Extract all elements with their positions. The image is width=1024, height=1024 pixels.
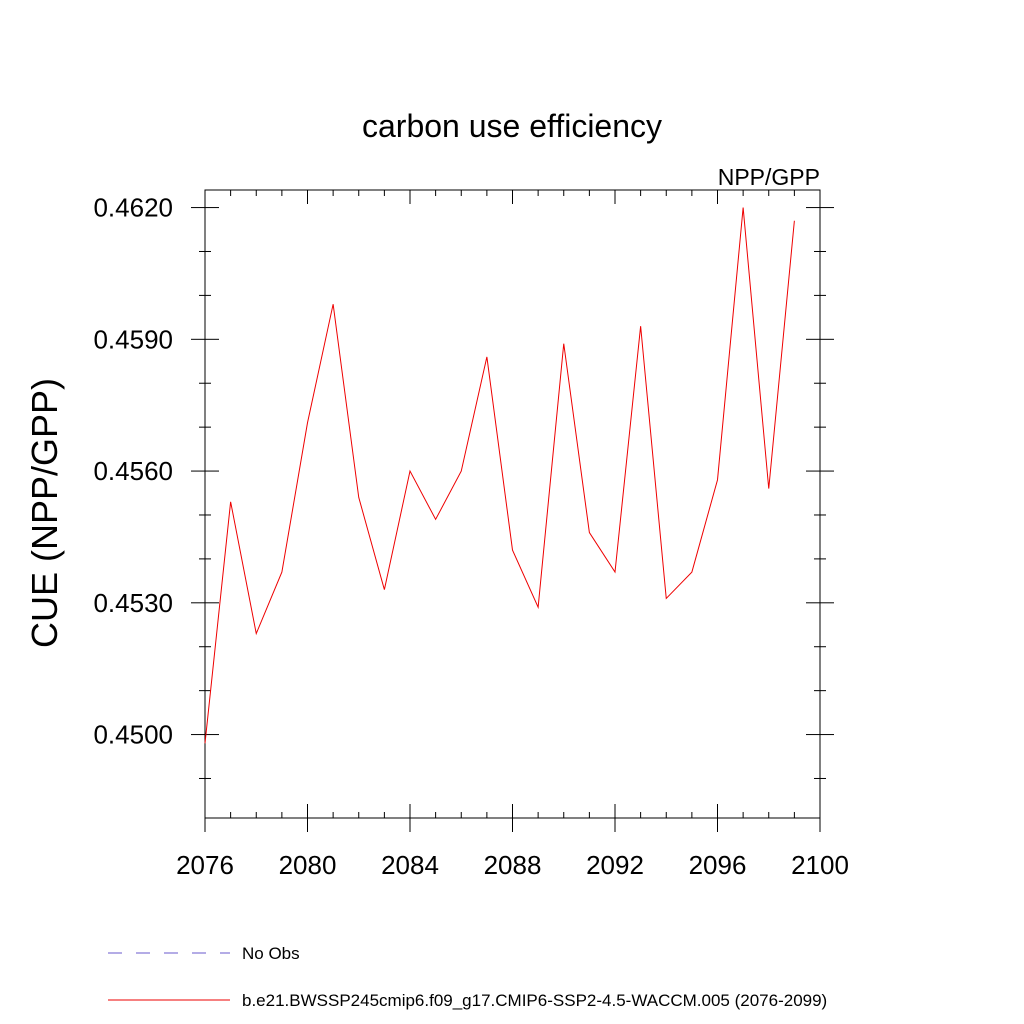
chart-title: carbon use efficiency — [362, 108, 662, 144]
legend-label: No Obs — [242, 944, 300, 963]
y-tick-label: 0.4560 — [93, 456, 173, 486]
legend-label: b.e21.BWSSP245cmip6.f09_g17.CMIP6-SSP2-4… — [242, 991, 827, 1010]
x-tick-label: 2092 — [586, 850, 644, 880]
x-tick-label: 2080 — [279, 850, 337, 880]
chart-subtitle-right: NPP/GPP — [718, 164, 820, 190]
x-tick-label: 2096 — [689, 850, 747, 880]
series-lines — [204, 207, 795, 744]
y-axis-label: CUE (NPP/GPP) — [24, 378, 65, 648]
x-tick-label: 2100 — [791, 850, 849, 880]
x-tick-label: 2084 — [381, 850, 439, 880]
axis-ticks: 2076 2080 2084 2088 2092 2096 2100 0.4500 0.4530… — [93, 190, 849, 880]
y-tick-label: 0.4530 — [93, 588, 173, 618]
x-tick-label: 2076 — [176, 850, 234, 880]
series-line-0 — [204, 207, 795, 744]
y-tick-label: 0.4500 — [93, 720, 173, 750]
x-tick-label: 2088 — [484, 850, 542, 880]
y-tick-label: 0.4620 — [93, 193, 173, 223]
plot-frame — [204, 189, 821, 819]
y-tick-label: 0.4590 — [93, 324, 173, 354]
legend: No Obs b.e21.BWSSP245cmip6.f09_g17.CMIP6-… — [108, 944, 827, 1010]
